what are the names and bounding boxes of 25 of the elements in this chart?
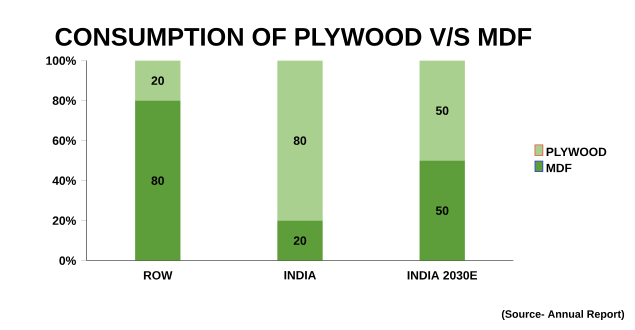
data-label: 20 (294, 236, 306, 245)
legend-label: PLYWOOD (546, 148, 606, 156)
bar (277, 60, 323, 221)
x-tick-label: ROW (144, 271, 172, 280)
data-label: 50 (436, 206, 448, 215)
data-label: 50 (436, 106, 448, 115)
data-label: 80 (294, 136, 306, 145)
data-label: 20 (152, 76, 164, 85)
data-label: 80 (151, 176, 164, 185)
bar (135, 100, 180, 261)
chart-title: CONSUMPTION OF PLYWOOD V/S MDF (56, 27, 532, 46)
y-tick-label: 20% (52, 216, 76, 225)
text: (Source- Annual Report) (502, 310, 624, 320)
y-tick-label: 80% (52, 96, 76, 105)
bar (420, 60, 465, 161)
bar (277, 220, 323, 261)
y-tick-label: 100% (46, 56, 76, 65)
x-tick-label: INDIA (284, 271, 316, 280)
x-tick-label: INDIA 2030E (408, 271, 478, 280)
bar (420, 160, 465, 261)
bar (135, 60, 180, 101)
y-tick-label: 40% (52, 176, 76, 185)
y-tick-label: 60% (52, 136, 76, 145)
legend-label: MDF (546, 164, 572, 172)
y-tick-label: 0% (59, 256, 76, 265)
